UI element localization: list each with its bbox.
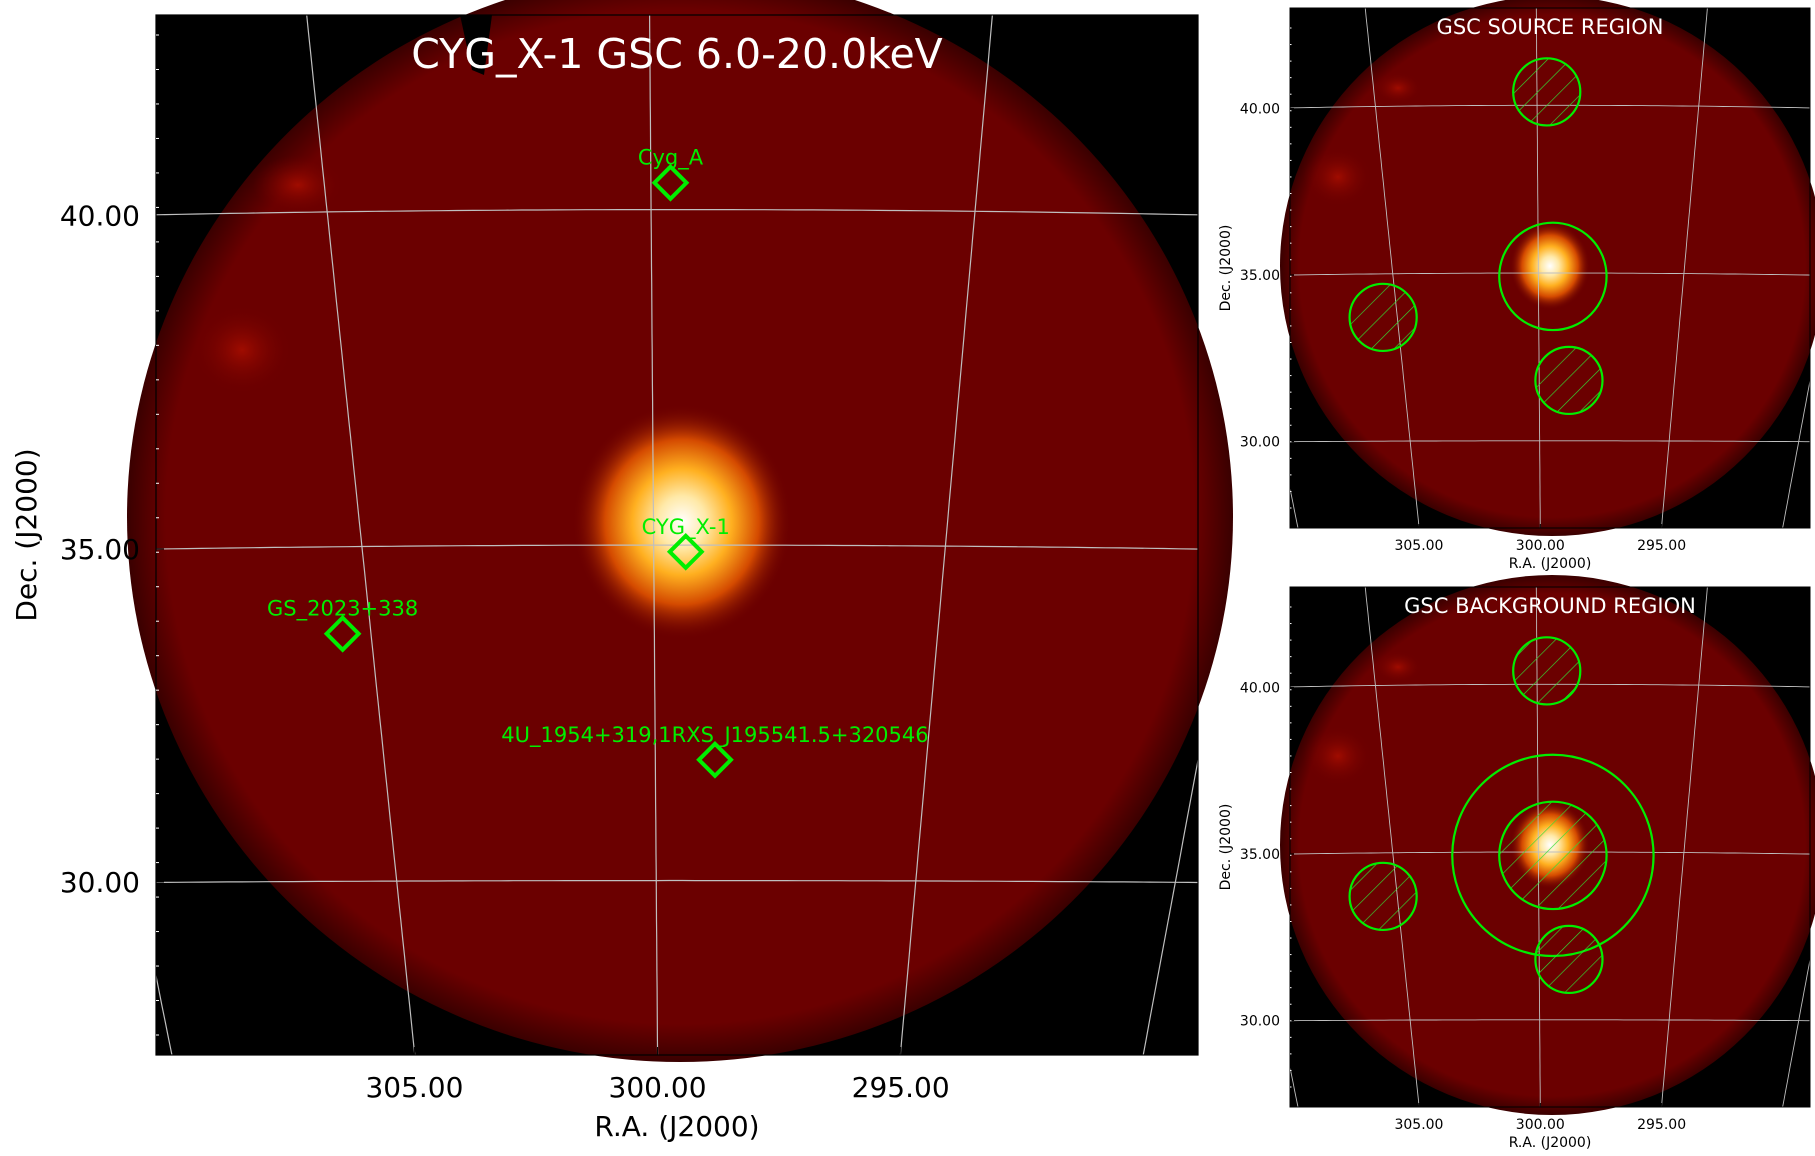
source-region-circles	[1348, 57, 1608, 416]
x-tick-label: 300.00	[609, 1071, 707, 1104]
source-circle	[1498, 221, 1608, 332]
ra-grid-line	[1661, 587, 1708, 1107]
y-tick-label: 35.00	[1240, 847, 1280, 863]
excluded-circle	[1512, 57, 1582, 127]
background-ylabel: Dec. (J2000)	[1218, 804, 1234, 891]
source-axis-ticks: 305.00 300.00 295.00 30.00 35.00 40.00	[1240, 27, 1686, 554]
y-tick-label: 30.00	[1240, 434, 1280, 450]
dec-grid-line	[1290, 272, 1810, 276]
background-region-circles	[1348, 636, 1655, 995]
main-source-markers: Cyg_A CYG_X-1 GS_2023+338 4U_1954+319,1RXS_…	[267, 146, 929, 779]
ra-grid-line	[306, 15, 416, 1055]
y-tick-label: 35.00	[1240, 268, 1280, 284]
source-label: 4U_1954+319,1RXS_J195541.5+320546	[501, 723, 928, 748]
source-label: GS_2023+338	[267, 597, 418, 622]
ra-grid-line	[1535, 8, 1541, 528]
source-marker	[696, 740, 734, 779]
excluded-circle	[1534, 345, 1604, 416]
ra-grid-line	[899, 15, 993, 1055]
background-title: GSC BACKGROUND REGION	[1404, 594, 1696, 618]
ra-grid-line	[1142, 756, 1198, 1055]
dec-grid-line	[1290, 440, 1810, 443]
dec-grid-line	[156, 879, 1198, 884]
source-xlabel: R.A. (J2000)	[1509, 556, 1592, 572]
source-label: CYG_X-1	[642, 515, 730, 540]
main-xlabel: R.A. (J2000)	[594, 1110, 759, 1143]
x-tick-label: 300.00	[1516, 1117, 1565, 1133]
main-ylabel: Dec. (J2000)	[10, 448, 43, 621]
excluded-circle	[1348, 861, 1418, 932]
main-frame	[155, 14, 1199, 1056]
y-tick-label: 35.00	[60, 533, 140, 566]
x-tick-label: 305.00	[1394, 1117, 1443, 1133]
main-axis-ticks: 305.00 300.00 295.00 30.00 35.00 40.00	[60, 34, 950, 1104]
source-marker	[651, 163, 690, 202]
x-tick-label: 305.00	[365, 1071, 463, 1104]
excluded-circle	[1512, 636, 1582, 706]
x-tick-label: 305.00	[1394, 538, 1443, 554]
background-region-panel: GSC BACKGROUND REGION 305.00 300.00 295.00…	[1218, 575, 1815, 1151]
excluded-circle	[1534, 924, 1604, 995]
source-ylabel: Dec. (J2000)	[1218, 225, 1234, 312]
main-title: CYG_X-1 GSC 6.0-20.0keV	[411, 30, 942, 78]
ra-grid-line	[648, 15, 659, 1055]
source-marker	[666, 532, 705, 571]
excluded-circle	[1498, 800, 1608, 911]
x-tick-label: 295.00	[1637, 1117, 1686, 1133]
y-tick-label: 30.00	[1240, 1013, 1280, 1029]
source-region-panel: GSC SOURCE REGION 305.00 300.00 295.00 30.0…	[1218, 0, 1815, 572]
source-marker	[323, 614, 362, 653]
x-tick-label: 300.00	[1516, 538, 1565, 554]
source-title: GSC SOURCE REGION	[1437, 15, 1664, 39]
source-label: Cyg_A	[638, 146, 704, 171]
ra-grid-line	[1782, 957, 1810, 1107]
y-tick-label: 40.00	[1240, 101, 1280, 117]
ra-grid-line	[1364, 587, 1420, 1107]
source-frame	[1289, 7, 1811, 529]
ra-grid-line	[1661, 8, 1708, 528]
x-tick-label: 295.00	[852, 1071, 950, 1104]
excluded-circle	[1348, 282, 1418, 353]
background-frame	[1289, 586, 1811, 1108]
y-tick-label: 40.00	[1240, 680, 1280, 696]
background-xlabel: R.A. (J2000)	[1509, 1135, 1592, 1151]
main-cutout	[460, 15, 492, 75]
x-tick-label: 295.00	[1637, 538, 1686, 554]
source-coordinate-grid	[1290, 8, 1810, 528]
background-axis-ticks: 305.00 300.00 295.00 30.00 35.00 40.00	[1240, 606, 1686, 1133]
y-tick-label: 30.00	[60, 866, 140, 899]
y-tick-label: 40.00	[60, 200, 140, 233]
ra-grid-line	[1364, 8, 1420, 528]
main-panel: CYG_X-1 GSC 6.0-20.0keV Cyg_A CYG_X-1 GS_2…	[10, 0, 1233, 1143]
dec-grid-line	[156, 209, 1198, 216]
ra-grid-line	[1782, 378, 1810, 528]
dec-grid-line	[1290, 1019, 1810, 1022]
